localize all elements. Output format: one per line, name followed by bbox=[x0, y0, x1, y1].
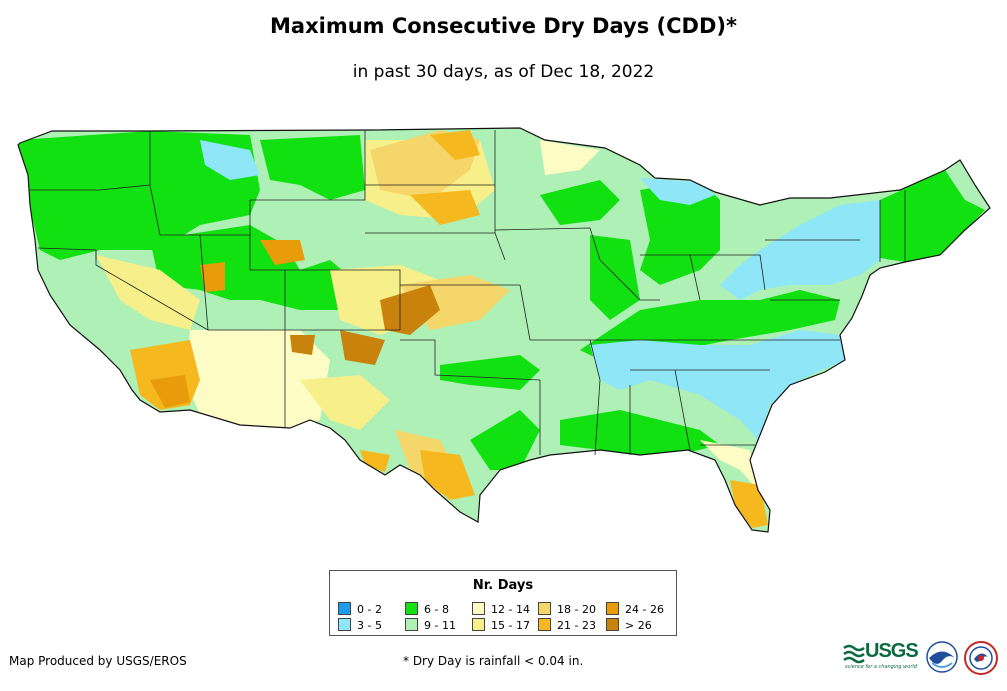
legend-label: 0 - 2 bbox=[357, 603, 382, 616]
us-outline bbox=[17, 127, 991, 533]
class-6-8-montana bbox=[260, 135, 365, 200]
class-6-8-gulf bbox=[560, 410, 720, 455]
legend-label: 21 - 23 bbox=[557, 619, 596, 632]
class-15-17-nevada bbox=[96, 255, 200, 330]
legend-item-9-11: 9 - 11 bbox=[405, 618, 456, 632]
class-3-5-southeast bbox=[590, 330, 845, 440]
class-12-14-arizona bbox=[185, 330, 330, 428]
legend-swatch bbox=[472, 602, 485, 615]
class-21-23-texas-coast bbox=[420, 450, 475, 500]
legend-item-12-14: 12 - 14 bbox=[472, 602, 530, 616]
nws-logo-icon bbox=[964, 641, 998, 675]
map-title: Maximum Consecutive Dry Days (CDD)* bbox=[270, 14, 737, 38]
class-21-23-south-dakota bbox=[410, 190, 480, 225]
legend-swatch bbox=[338, 618, 351, 631]
noaa-logo-icon bbox=[926, 641, 958, 673]
state-borders bbox=[30, 130, 906, 456]
cdd-raster bbox=[18, 128, 990, 532]
legend-label: 6 - 8 bbox=[424, 603, 449, 616]
class-15-17-new-mexico bbox=[300, 375, 390, 430]
legend-label: 3 - 5 bbox=[357, 619, 382, 632]
footnote-text: * Dry Day is rainfall < 0.04 in. bbox=[403, 654, 584, 668]
legend-item-3-5: 3 - 5 bbox=[338, 618, 382, 632]
class-24-26-nevada-east bbox=[200, 262, 225, 292]
legend-swatch bbox=[405, 618, 418, 631]
legend-label: 18 - 20 bbox=[557, 603, 596, 616]
class-6-8-minnesota bbox=[540, 180, 620, 225]
credit-text: Map Produced by USGS/EROS bbox=[9, 654, 187, 668]
legend-title: Nr. Days bbox=[472, 578, 534, 593]
class-3-5-upper-michigan bbox=[640, 178, 715, 205]
usgs-wave-icon bbox=[843, 644, 865, 664]
legend-swatch bbox=[472, 618, 485, 631]
legend-label: 9 - 11 bbox=[424, 619, 456, 632]
legend-item-0-2: 0 - 2 bbox=[338, 602, 382, 616]
map-subtitle: in past 30 days, as of Dec 18, 2022 bbox=[352, 62, 655, 82]
usgs-wordmark: USGS bbox=[865, 640, 919, 662]
class-6-8-east-texas bbox=[470, 410, 540, 470]
legend-item-24-26: 24 - 26 bbox=[606, 602, 664, 616]
legend-item-6-8: 6 - 8 bbox=[405, 602, 449, 616]
legend-item-15-17: 15 - 17 bbox=[472, 618, 530, 632]
class-gt-26-new-mexico bbox=[340, 330, 385, 365]
usgs-tagline: science for a changing world bbox=[845, 664, 917, 670]
class-6-8-northwest bbox=[18, 131, 260, 260]
class-21-23-montana-ne bbox=[430, 130, 480, 160]
class-24-26-arizona-west bbox=[150, 375, 190, 408]
legend-label: 12 - 14 bbox=[491, 603, 530, 616]
class-6-8-rockies bbox=[150, 225, 360, 310]
class-6-8-newengland bbox=[880, 170, 985, 262]
legend: Nr. Days 0 - 2 3 - 5 6 - 8 9 - 11 12 - 1… bbox=[329, 570, 677, 636]
class-21-23-south-florida bbox=[730, 480, 768, 528]
class-gt-26-four-corners bbox=[290, 335, 315, 355]
legend-swatch bbox=[606, 602, 619, 615]
legend-swatch bbox=[606, 618, 619, 631]
class-3-5-idaho bbox=[200, 140, 260, 180]
legend-swatch bbox=[538, 602, 551, 615]
class-gt-26-kansas bbox=[380, 285, 440, 335]
class-21-23-big-bend bbox=[360, 450, 390, 472]
class-6-8-michigan bbox=[640, 180, 720, 285]
legend-item-18-20: 18 - 20 bbox=[538, 602, 596, 616]
usgs-logo: USGS science for a changing world bbox=[843, 640, 919, 674]
class-3-5-northeast bbox=[720, 200, 880, 300]
class-12-14-north-dakota bbox=[540, 140, 600, 175]
legend-label: 24 - 26 bbox=[625, 603, 664, 616]
class-24-26-utah bbox=[260, 240, 305, 265]
legend-item-gt-26: > 26 bbox=[606, 618, 652, 632]
legend-swatch bbox=[338, 602, 351, 615]
class-6-8-illinois bbox=[590, 235, 640, 320]
class-12-14-north-florida bbox=[700, 440, 758, 490]
legend-label: > 26 bbox=[625, 619, 652, 632]
class-6-8-oklahoma bbox=[440, 355, 540, 390]
legend-label: 15 - 17 bbox=[491, 619, 530, 632]
legend-swatch bbox=[538, 618, 551, 631]
legend-item-21-23: 21 - 23 bbox=[538, 618, 596, 632]
legend-swatch bbox=[405, 602, 418, 615]
